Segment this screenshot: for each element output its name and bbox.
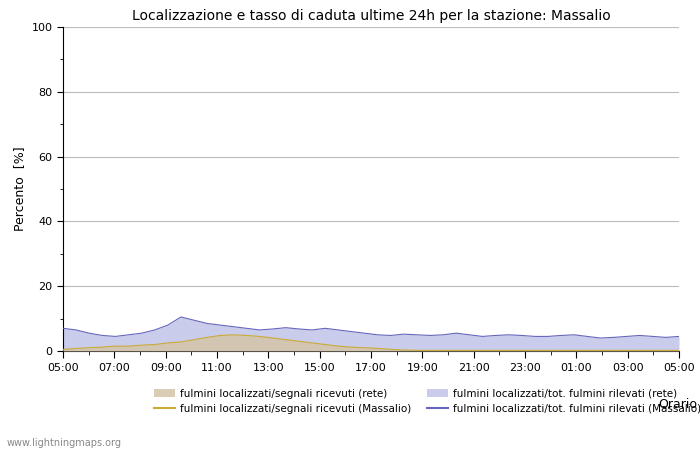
- Title: Localizzazione e tasso di caduta ultime 24h per la stazione: Massalio: Localizzazione e tasso di caduta ultime …: [132, 9, 610, 23]
- Text: www.lightningmaps.org: www.lightningmaps.org: [7, 437, 122, 447]
- Y-axis label: Percento  [%]: Percento [%]: [13, 147, 26, 231]
- Legend: fulmini localizzati/segnali ricevuti (rete), fulmini localizzati/segnali ricevut: fulmini localizzati/segnali ricevuti (re…: [155, 389, 700, 414]
- Text: Orario: Orario: [658, 398, 697, 411]
